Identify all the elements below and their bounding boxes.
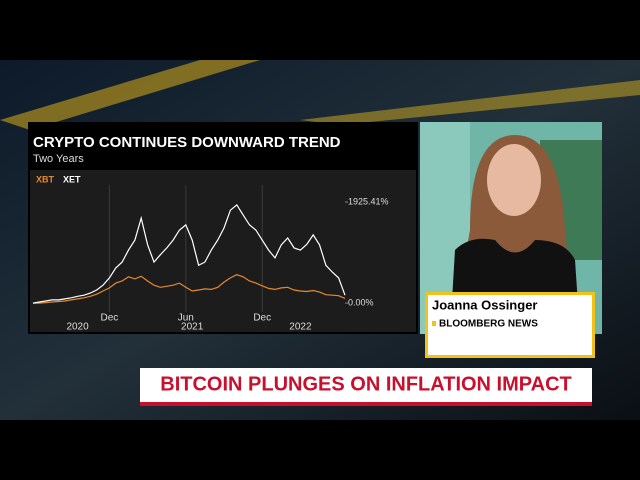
chart-title: CRYPTO CONTINUES DOWNWARD TREND xyxy=(33,134,341,151)
series-line xyxy=(32,204,346,304)
headline: BITCOIN PLUNGES ON INFLATION IMPACT xyxy=(160,373,571,395)
legend-entry: XET xyxy=(63,174,81,184)
series-line xyxy=(33,274,346,304)
face xyxy=(487,144,541,216)
light-streak xyxy=(0,60,260,130)
chart-subtitle: Two Years xyxy=(33,153,84,165)
name-box xyxy=(428,295,592,355)
y-tick-label: 0.00% xyxy=(348,297,374,307)
headline-box xyxy=(140,368,592,404)
light-streak xyxy=(300,80,640,125)
y-tick-label: 1925.41% xyxy=(348,196,389,206)
headline-bar xyxy=(140,402,592,406)
x-year-label: 2022 xyxy=(289,322,312,333)
plot-area xyxy=(30,170,416,332)
chart: Dec Jun Dec 2020 2021 2022 1925.41% 0.00% XBT XET xyxy=(32,174,389,333)
x-year-label: 2020 xyxy=(66,322,89,333)
bullet xyxy=(432,321,436,326)
presenter-affiliation: BLOOMBERG NEWS xyxy=(439,319,538,330)
presenter-name: Joanna Ossinger xyxy=(432,297,537,312)
x-tick-label: Jun xyxy=(178,313,194,324)
x-tick-label: Dec xyxy=(253,313,271,324)
x-year-label: 2021 xyxy=(181,322,204,333)
x-tick-label: Dec xyxy=(101,313,119,324)
legend-entry: XBT xyxy=(36,174,55,184)
